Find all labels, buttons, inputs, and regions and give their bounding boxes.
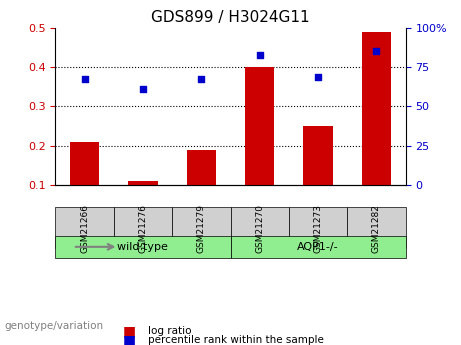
FancyBboxPatch shape — [172, 207, 230, 248]
Point — [314, 74, 322, 80]
Point — [198, 76, 205, 82]
Bar — [187, 150, 216, 185]
Text: GSM21276: GSM21276 — [138, 204, 148, 253]
Point — [256, 52, 263, 58]
Point — [373, 49, 380, 54]
Bar — [303, 126, 333, 185]
Bar — [128, 181, 158, 185]
FancyBboxPatch shape — [114, 207, 172, 248]
Bar — [362, 31, 391, 185]
Text: AQP1-/-: AQP1-/- — [297, 242, 339, 252]
FancyBboxPatch shape — [347, 207, 406, 248]
FancyBboxPatch shape — [55, 207, 114, 248]
FancyBboxPatch shape — [289, 207, 347, 248]
Text: GSM21282: GSM21282 — [372, 204, 381, 253]
Text: log ratio: log ratio — [148, 326, 191, 336]
Text: ■: ■ — [123, 333, 136, 345]
Point — [81, 76, 88, 82]
Text: GSM21270: GSM21270 — [255, 204, 264, 253]
Text: GSM21266: GSM21266 — [80, 204, 89, 253]
Bar — [70, 142, 99, 185]
Title: GDS899 / H3024G11: GDS899 / H3024G11 — [151, 10, 310, 25]
Text: percentile rank within the sample: percentile rank within the sample — [148, 335, 324, 345]
FancyBboxPatch shape — [230, 236, 406, 258]
FancyBboxPatch shape — [55, 236, 230, 258]
Text: GSM21279: GSM21279 — [197, 204, 206, 253]
Bar — [245, 67, 274, 185]
Point — [139, 86, 147, 91]
Text: ■: ■ — [123, 324, 136, 338]
Text: wild type: wild type — [118, 242, 168, 252]
Text: GSM21273: GSM21273 — [313, 204, 323, 253]
Text: genotype/variation: genotype/variation — [5, 321, 104, 331]
FancyBboxPatch shape — [230, 207, 289, 248]
